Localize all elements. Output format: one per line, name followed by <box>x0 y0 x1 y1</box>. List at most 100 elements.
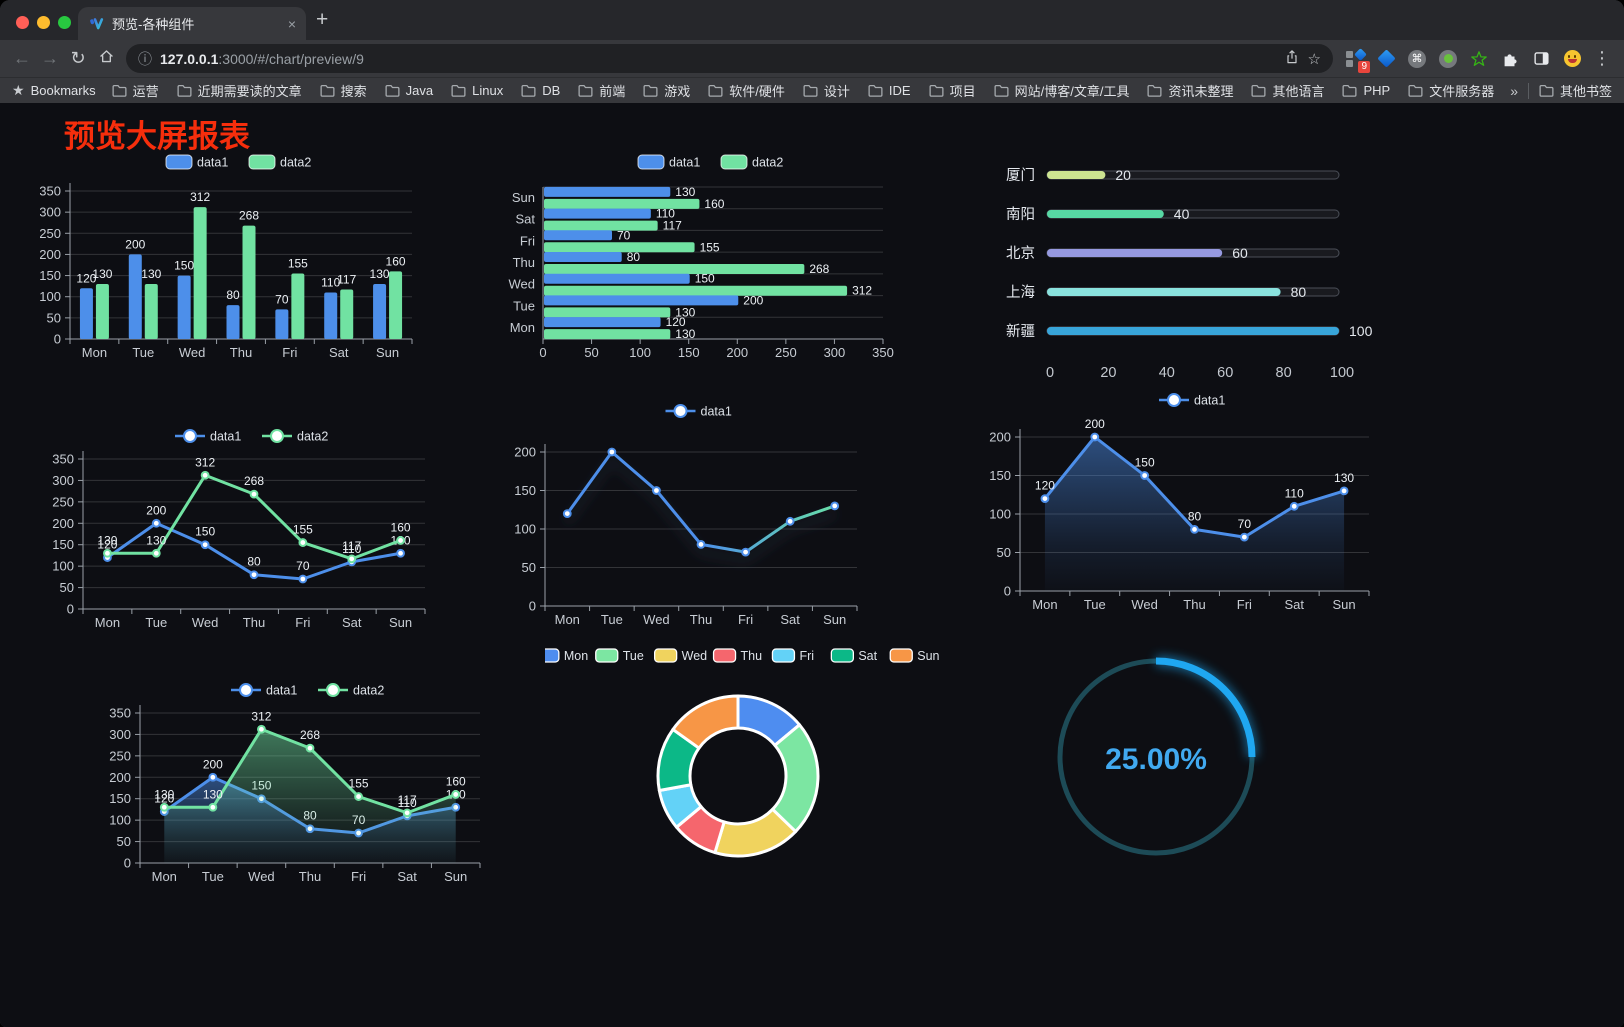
bookmark-folder-item[interactable]: 资讯未整理 <box>1147 81 1233 100</box>
extension-command-icon[interactable]: ⌘ <box>1407 49 1427 69</box>
close-window-button[interactable] <box>16 16 29 29</box>
progress-bars[interactable]: 厦门 20 南阳 40 北京 60 上海 80 新疆 100 0 20 40 60 80 100 <box>985 149 1385 399</box>
bookmarks-separator <box>1527 82 1529 99</box>
svg-text:117: 117 <box>398 793 417 807</box>
chart-canvas[interactable]: Mon Tue Wed Thu Fri Sat Sun <box>536 641 945 911</box>
bookmark-folder-item[interactable]: 前端 <box>578 81 625 100</box>
bookmark-folder-item[interactable]: PHP <box>1342 83 1390 98</box>
multi-line-chart[interactable]: data1 data2 0 50 100 150 200 250 300 350 Mon Tue Wed… <box>40 423 470 643</box>
share-icon[interactable] <box>1284 49 1300 68</box>
extension-green-star-icon[interactable] <box>1469 49 1489 69</box>
bookmark-folder-item[interactable]: 游戏 <box>643 81 690 100</box>
bookmark-folder-item[interactable]: 近期需要读的文章 <box>177 81 302 100</box>
svg-text:250: 250 <box>40 226 61 241</box>
bookmarks-overflow-icon[interactable]: » <box>1510 82 1518 99</box>
back-icon[interactable]: ← <box>13 48 31 68</box>
minimize-window-button[interactable] <box>37 16 50 29</box>
reload-icon[interactable]: ↻ <box>70 48 86 68</box>
svg-text:北京: 北京 <box>1006 245 1035 262</box>
chart-canvas[interactable]: data1 data2 0 50 100 150 200 250 300 350 Mon Tue Wed… <box>40 423 470 643</box>
svg-text:160: 160 <box>391 520 411 534</box>
bookmark-folder-item[interactable]: DB <box>521 83 560 98</box>
bookmark-folder-item[interactable]: Java <box>385 83 433 98</box>
bookmark-folder-item[interactable]: 设计 <box>803 81 850 100</box>
bookmark-folder-item[interactable]: 搜索 <box>320 81 367 100</box>
svg-text:Wed: Wed <box>248 869 275 884</box>
gradient-line-chart[interactable]: data1 0 50 100 150 200 Mon Tue Wed Thu Fri Sat Sun <box>495 396 900 631</box>
svg-text:155: 155 <box>288 256 308 270</box>
maximize-window-button[interactable] <box>58 16 71 29</box>
bookmark-folder-item[interactable]: 文件服务器 <box>1408 81 1494 100</box>
chart-canvas[interactable]: 厦门 20 南阳 40 北京 60 上海 80 新疆 100 0 20 40 60 80 100 <box>985 149 1385 399</box>
svg-text:Mon: Mon <box>555 612 580 627</box>
bookmark-folder-item[interactable]: IDE <box>868 83 911 98</box>
extension-gem-icon[interactable] <box>1376 49 1396 69</box>
bookmark-folder-item[interactable]: Linux <box>451 83 503 98</box>
grouped-bar-chart[interactable]: data1 data2 0 50 100 150 200 250 300 350 Mon Tue Wed… <box>39 147 470 382</box>
chart-canvas[interactable]: data1 0 50 100 150 200 Mon Tue Wed Thu Fri Sat Sun 12… <box>975 387 1385 622</box>
svg-text:160: 160 <box>704 197 724 211</box>
svg-text:50: 50 <box>997 545 1011 560</box>
other-bookmarks-folder[interactable]: 其他书签 <box>1539 81 1612 100</box>
chart-canvas[interactable]: data1 data2 0 50 100 150 200 250 300 350 Mon Tue Wed… <box>100 677 530 907</box>
svg-text:Sat: Sat <box>1284 597 1304 612</box>
svg-text:0: 0 <box>124 856 131 871</box>
sidebar-icon[interactable] <box>1531 49 1551 69</box>
svg-text:80: 80 <box>1291 284 1307 300</box>
site-info-icon[interactable]: ⓘ <box>138 50 152 67</box>
bookmark-star-icon[interactable]: ☆ <box>1307 50 1321 68</box>
svg-text:Sun: Sun <box>1333 597 1356 612</box>
bookmark-folder-item[interactable]: 网站/博客/文章/工具 <box>994 81 1129 100</box>
area-line-chart[interactable]: data1 0 50 100 150 200 Mon Tue Wed Thu Fri Sat Sun 12… <box>975 387 1385 622</box>
extension-puzzle-icon[interactable] <box>1500 49 1520 69</box>
svg-text:130: 130 <box>203 787 223 801</box>
bookmark-folder-list: 运营 近期需要读的文章 搜索 Java Linux DB 前端 游戏 软件/硬件 设计 IDE 项目网… <box>112 81 1499 100</box>
svg-text:117: 117 <box>342 539 361 553</box>
bookmark-folder-item[interactable]: 运营 <box>112 81 159 100</box>
svg-text:70: 70 <box>1238 517 1252 531</box>
bookmarks-label[interactable]: Bookmarks <box>30 83 96 98</box>
chart-canvas[interactable]: data1 data2 0 50 100 150 200 250 300 350 Sun 130 160… <box>505 147 910 387</box>
extension-record-icon[interactable] <box>1438 49 1458 69</box>
browser-tab[interactable]: 预览-各种组件 × <box>78 7 306 40</box>
bookmark-folder-item[interactable]: 其他语言 <box>1251 81 1324 100</box>
chart-canvas[interactable]: data1 data2 0 50 100 150 200 250 300 350 Mon Tue Wed… <box>39 147 470 382</box>
svg-text:100: 100 <box>52 559 74 574</box>
svg-text:data1: data1 <box>701 405 732 419</box>
svg-text:0: 0 <box>67 602 74 617</box>
svg-text:Fri: Fri <box>351 869 366 884</box>
tab-close-icon[interactable]: × <box>287 15 296 32</box>
svg-text:60: 60 <box>1217 365 1233 381</box>
horizontal-bar-chart[interactable]: data1 data2 0 50 100 150 200 250 300 350 Sun 130 160… <box>505 147 910 387</box>
svg-text:南阳: 南阳 <box>1006 206 1035 223</box>
svg-text:0: 0 <box>529 599 536 614</box>
bookmark-folder-item[interactable]: 软件/硬件 <box>708 81 785 100</box>
svg-text:Wed: Wed <box>509 277 536 292</box>
svg-text:300: 300 <box>824 345 846 360</box>
extension-grid-icon[interactable]: 9 <box>1345 47 1370 73</box>
donut-chart[interactable]: Mon Tue Wed Thu Fri Sat Sun <box>536 641 945 911</box>
svg-text:Tue: Tue <box>1084 597 1106 612</box>
svg-text:130: 130 <box>675 305 695 319</box>
svg-text:120: 120 <box>97 538 117 552</box>
tab-title: 预览-各种组件 <box>112 17 195 32</box>
multi-area-chart[interactable]: data1 data2 0 50 100 150 200 250 300 350 Mon Tue Wed… <box>100 677 530 907</box>
address-bar[interactable]: ⓘ 127.0.0.1:3000/#/chart/preview/9 ☆ <box>126 44 1333 73</box>
bookmark-folder-item[interactable]: 项目 <box>929 81 976 100</box>
svg-text:data1: data1 <box>669 156 700 170</box>
emoji-extension-icon[interactable] <box>1562 49 1582 69</box>
home-icon[interactable] <box>92 48 120 70</box>
url-text[interactable]: 127.0.0.1:3000/#/chart/preview/9 <box>160 50 364 67</box>
menu-icon[interactable]: ⋮ <box>1593 48 1611 68</box>
chart-canvas[interactable]: data1 0 50 100 150 200 Mon Tue Wed Thu Fri Sat Sun <box>495 396 900 631</box>
chart-canvas[interactable]: 25.00% <box>1034 631 1284 886</box>
gauge-chart[interactable]: 25.00% <box>1034 631 1284 886</box>
svg-text:Sun: Sun <box>512 190 535 205</box>
svg-text:312: 312 <box>251 709 271 723</box>
new-tab-button[interactable]: + <box>316 8 329 31</box>
svg-text:110: 110 <box>321 275 340 289</box>
svg-text:100: 100 <box>1330 365 1354 381</box>
forward-icon[interactable]: → <box>41 48 59 68</box>
svg-text:20: 20 <box>1115 167 1131 183</box>
svg-text:Wed: Wed <box>192 615 219 630</box>
